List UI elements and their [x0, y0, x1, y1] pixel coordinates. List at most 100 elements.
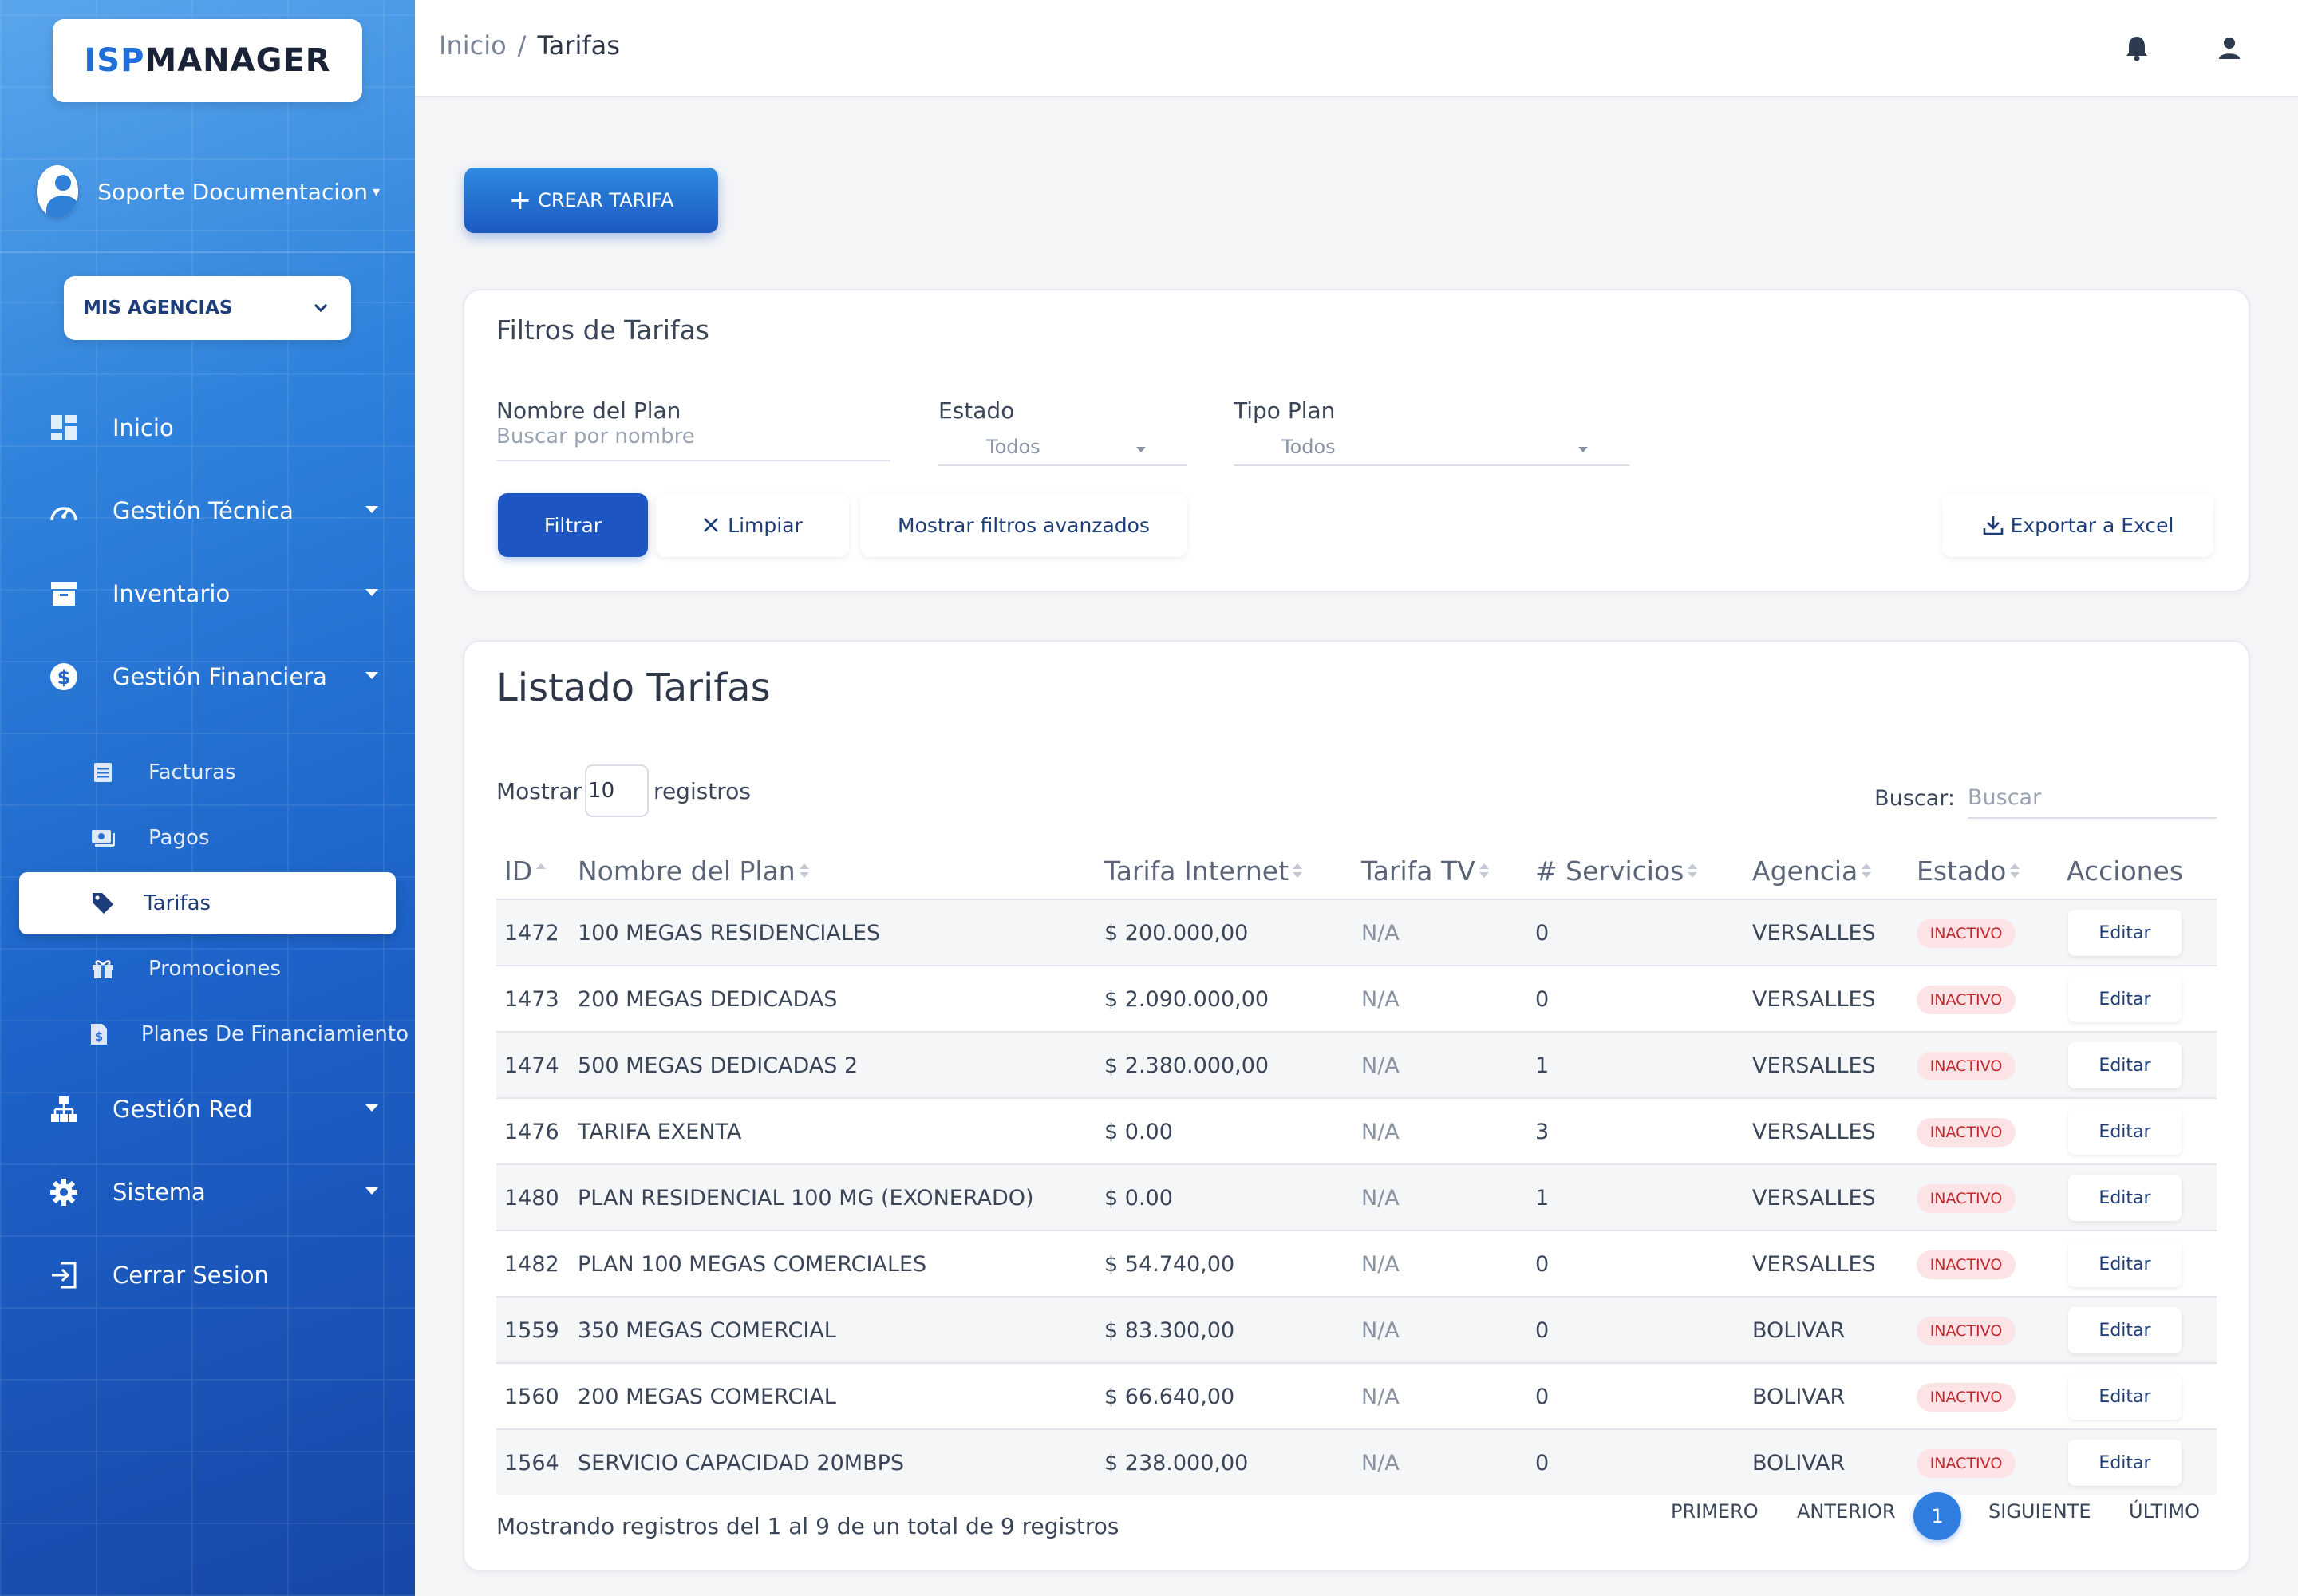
column-header-label: Agencia: [1752, 855, 1858, 887]
sidebar-item-inventario[interactable]: Inventario: [48, 570, 383, 618]
sidebar-item-inicio[interactable]: Inicio: [48, 404, 383, 452]
bell-icon[interactable]: [2118, 29, 2156, 67]
create-tarifa-button[interactable]: + CREAR TARIFA: [464, 168, 718, 233]
column-header-label: Acciones: [2067, 855, 2184, 887]
cell-services: 0: [1535, 1252, 1550, 1277]
column-header-id[interactable]: ID: [504, 855, 547, 887]
plan-type-select[interactable]: Todos: [1234, 433, 1629, 466]
cell-agency: VERSALLES: [1752, 987, 1876, 1012]
sidebar-subitem-promociones[interactable]: Promociones: [89, 945, 409, 993]
cell-tv-rate: N/A: [1361, 1186, 1400, 1211]
pagination-previous[interactable]: ANTERIOR: [1797, 1500, 1896, 1523]
edit-button[interactable]: Editar: [2068, 1108, 2182, 1155]
cell-tv-rate: N/A: [1361, 1318, 1400, 1343]
sidebar-item-sistema[interactable]: Sistema: [48, 1168, 383, 1216]
sidebar-subitem-label: Facturas: [148, 760, 236, 784]
top-bar: Inicio / Tarifas: [415, 0, 2298, 97]
plan-name-input[interactable]: Buscar por nombre: [496, 425, 890, 461]
table-row: 1559 350 MEGAS COMERCIAL $ 83.300,00 N/A…: [496, 1298, 2217, 1364]
listing-card: Listado Tarifas Mostrar 10 registros Bus…: [463, 640, 2250, 1572]
cell-tv-rate: N/A: [1361, 987, 1400, 1012]
cell-services: 0: [1535, 1318, 1550, 1343]
sidebar-item-label: Sistema: [113, 1179, 206, 1206]
cell-id: 1474: [504, 1053, 559, 1078]
cell-internet-rate: $ 83.300,00: [1104, 1318, 1235, 1343]
plus-icon: +: [508, 184, 532, 216]
cell-agency: VERSALLES: [1752, 1120, 1876, 1144]
dollar-icon: $: [48, 661, 80, 693]
file-dollar-icon: $: [89, 1021, 109, 1048]
clear-button[interactable]: Limpiar: [656, 493, 849, 557]
agency-selector[interactable]: MIS AGENCIAS: [64, 276, 351, 340]
edit-button[interactable]: Editar: [2068, 1241, 2182, 1287]
edit-button[interactable]: Editar: [2068, 1175, 2182, 1221]
column-header-status[interactable]: Estado: [1917, 855, 2020, 887]
filter-button[interactable]: Filtrar: [498, 493, 648, 557]
advanced-filters-button[interactable]: Mostrar filtros avanzados: [860, 493, 1187, 557]
app-logo[interactable]: ISP MANAGER: [53, 19, 362, 102]
sidebar-subitem-tarifas[interactable]: Tarifas: [19, 872, 396, 934]
sort-icon: [1687, 862, 1698, 881]
edit-button[interactable]: Editar: [2068, 1307, 2182, 1353]
page-length-value: 10: [588, 779, 615, 803]
caret-down-icon: [365, 506, 378, 513]
cell-agency: VERSALLES: [1752, 1053, 1876, 1078]
caret-down-icon: [365, 589, 378, 596]
table-row: 1564 SERVICIO CAPACIDAD 20MBPS $ 238.000…: [496, 1430, 2217, 1495]
dashboard-icon: [48, 412, 80, 444]
plan-type-select-value: Todos: [1281, 436, 1336, 458]
edit-button[interactable]: Editar: [2068, 1373, 2182, 1420]
table-info: Mostrando registros del 1 al 9 de un tot…: [496, 1513, 1119, 1539]
pagination-current-page[interactable]: 1: [1913, 1492, 1961, 1540]
user-icon[interactable]: [2210, 29, 2249, 67]
column-header-tv-rate[interactable]: Tarifa TV: [1361, 855, 1490, 887]
sidebar-subitem-facturas[interactable]: Facturas: [89, 749, 409, 796]
cell-id: 1560: [504, 1385, 559, 1409]
tarifas-table: ID Nombre del Plan Tarifa Internet Tarif…: [496, 838, 2217, 1495]
sidebar-item-gestion-tecnica[interactable]: Gestión Técnica: [48, 487, 383, 535]
column-header-plan-name[interactable]: Nombre del Plan: [578, 855, 810, 887]
edit-button[interactable]: Editar: [2068, 1440, 2182, 1486]
edit-button[interactable]: Editar: [2068, 976, 2182, 1022]
agency-selector-label: MIS AGENCIAS: [83, 298, 233, 318]
status-badge: INACTIVO: [1917, 1317, 2016, 1345]
cell-id: 1472: [504, 921, 559, 946]
column-header-agency[interactable]: Agencia: [1752, 855, 1872, 887]
breadcrumb-current: Tarifas: [537, 30, 620, 61]
sidebar-item-cerrar-sesion[interactable]: Cerrar Sesion: [48, 1251, 383, 1299]
speedometer-icon: [48, 495, 80, 527]
status-select[interactable]: Todos: [938, 433, 1187, 466]
column-header-services[interactable]: # Servicios: [1535, 855, 1698, 887]
cell-id: 1476: [504, 1120, 559, 1144]
pagination-next[interactable]: SIGUIENTE: [1988, 1500, 2091, 1523]
cell-tv-rate: N/A: [1361, 921, 1400, 946]
plan-type-label: Tipo Plan: [1234, 397, 1336, 424]
caret-down-icon: [1578, 447, 1588, 452]
search-input[interactable]: Buscar: [1968, 777, 2217, 819]
plan-name-placeholder: Buscar por nombre: [496, 425, 695, 448]
cell-tv-rate: N/A: [1361, 1385, 1400, 1409]
sidebar-item-gestion-financiera[interactable]: $ Gestión Financiera: [48, 653, 383, 701]
column-header-internet-rate[interactable]: Tarifa Internet: [1104, 855, 1303, 887]
breadcrumb: Inicio / Tarifas: [439, 30, 620, 61]
caret-down-icon: [1136, 447, 1146, 452]
listing-title: Listado Tarifas: [496, 666, 771, 710]
export-excel-button[interactable]: Exportar a Excel: [1942, 493, 2213, 557]
sidebar-item-gestion-red[interactable]: Gestión Red: [48, 1085, 383, 1133]
clear-button-label: Limpiar: [728, 513, 803, 537]
filters-title: Filtros de Tarifas: [496, 314, 709, 346]
edit-button[interactable]: Editar: [2068, 1042, 2182, 1088]
caret-down-icon: [365, 1104, 378, 1112]
page-length-input[interactable]: 10: [585, 764, 650, 817]
breadcrumb-home[interactable]: Inicio: [439, 30, 507, 61]
cell-plan-name: SERVICIO CAPACIDAD 20MBPS: [578, 1451, 905, 1476]
cell-tv-rate: N/A: [1361, 1053, 1400, 1078]
filter-button-label: Filtrar: [543, 513, 602, 537]
pagination-last[interactable]: ÚLTIMO: [2129, 1500, 2200, 1523]
sidebar-subitem-planes-financiamiento[interactable]: $ Planes De Financiamiento: [89, 1010, 409, 1058]
sidebar-subitem-pagos[interactable]: Pagos: [89, 814, 409, 862]
edit-button[interactable]: Editar: [2068, 910, 2182, 956]
user-menu[interactable]: Soporte Documentacion ▾: [37, 164, 380, 219]
pagination-first[interactable]: PRIMERO: [1671, 1500, 1759, 1523]
sitemap-icon: [48, 1093, 80, 1125]
